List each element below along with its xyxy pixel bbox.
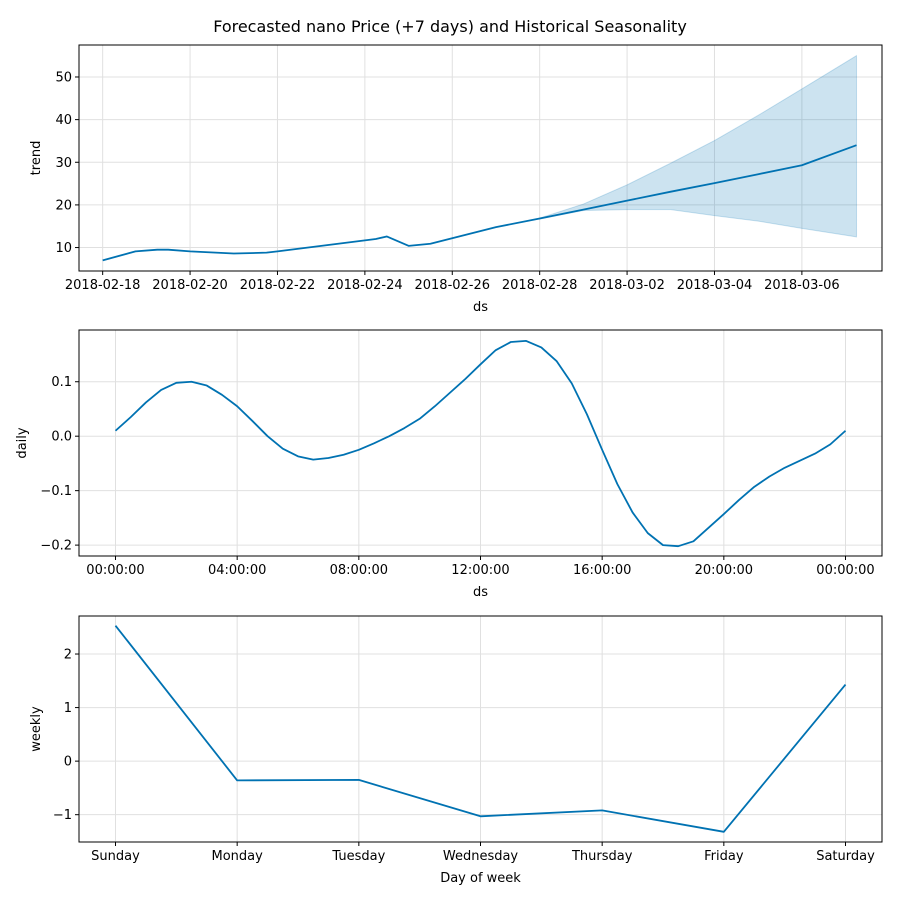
weekly-panel: Sunday Monday Tuesday Wednesday Thursday Frid…	[29, 615, 883, 886]
trend-y-axis-label: trend	[29, 141, 44, 176]
y-tick-label: 0.1	[51, 375, 72, 390]
y-tick-label: 0.0	[51, 430, 72, 445]
daily-line	[114, 339, 847, 548]
x-tick-label: 2018-03-04	[677, 278, 753, 293]
y-tick-label: 20	[55, 198, 72, 213]
y-tick-label: 0	[64, 755, 72, 770]
x-tick-label: 2018-02-28	[502, 278, 578, 293]
daily-grid	[79, 330, 882, 556]
x-tick-label: 2018-02-26	[414, 278, 490, 293]
trend-y-ticks: 10 20 30 40 50	[55, 70, 79, 256]
x-tick-label: Wednesday	[443, 849, 519, 864]
y-tick-label: −1	[53, 808, 72, 823]
y-tick-label: −0.2	[40, 539, 72, 554]
trend-panel: 2018-02-18 2018-02-20 2018-02-22 2018-02-24…	[29, 44, 883, 315]
x-tick-label: 2018-02-22	[240, 278, 316, 293]
figure-title: Forecasted nano Price (+7 days) and Hist…	[213, 17, 687, 36]
x-tick-label: 2018-02-18	[65, 278, 141, 293]
y-tick-label: 1	[64, 701, 72, 716]
y-tick-label: 50	[55, 70, 72, 85]
x-tick-label: Sunday	[91, 849, 140, 864]
trend-x-axis-label: ds	[473, 300, 488, 315]
trend-x-ticks: 2018-02-18 2018-02-20 2018-02-22 2018-02-24…	[65, 271, 840, 293]
weekly-grid	[79, 616, 882, 842]
daily-panel: 00:00:00 04:00:00 08:00:00 12:00:00 16:00:00…	[15, 329, 883, 600]
trend-grid	[79, 45, 882, 271]
weekly-x-axis-label: Day of week	[440, 871, 521, 886]
x-tick-label: 2018-02-20	[152, 278, 228, 293]
trend-line	[102, 144, 857, 262]
y-tick-label: 10	[55, 241, 72, 256]
weekly-line	[114, 625, 847, 833]
x-tick-label: Tuesday	[331, 849, 385, 864]
daily-x-axis-label: ds	[473, 585, 488, 600]
y-tick-label: 30	[55, 156, 72, 171]
x-tick-label: Monday	[212, 849, 264, 864]
x-tick-label: 00:00:00	[816, 563, 874, 578]
x-tick-label: 2018-03-02	[589, 278, 665, 293]
daily-y-ticks: −0.2 −0.1 0.0 0.1	[40, 375, 79, 554]
x-tick-label: 2018-03-06	[764, 278, 840, 293]
weekly-x-ticks: Sunday Monday Tuesday Wednesday Thursday Frid…	[91, 842, 875, 864]
x-tick-label: Saturday	[816, 849, 875, 864]
x-tick-label: 04:00:00	[208, 563, 266, 578]
trend-uncertainty-band	[539, 54, 858, 238]
trend-axes-frame	[78, 44, 883, 272]
y-tick-label: 2	[64, 648, 72, 663]
x-tick-label: Thursday	[571, 849, 633, 864]
weekly-y-ticks: −1 0 1 2	[53, 648, 79, 823]
x-tick-label: 16:00:00	[573, 563, 631, 578]
x-tick-label: Friday	[704, 849, 744, 864]
x-tick-label: 12:00:00	[451, 563, 509, 578]
x-tick-label: 00:00:00	[86, 563, 144, 578]
x-tick-label: 2018-02-24	[327, 278, 403, 293]
daily-y-axis-label: daily	[15, 427, 30, 458]
weekly-y-axis-label: weekly	[29, 706, 44, 752]
y-tick-label: −0.1	[40, 484, 72, 499]
daily-x-ticks: 00:00:00 04:00:00 08:00:00 12:00:00 16:00:00…	[86, 556, 875, 578]
y-tick-label: 40	[55, 113, 72, 128]
x-tick-label: 20:00:00	[695, 563, 753, 578]
x-tick-label: 08:00:00	[330, 563, 388, 578]
